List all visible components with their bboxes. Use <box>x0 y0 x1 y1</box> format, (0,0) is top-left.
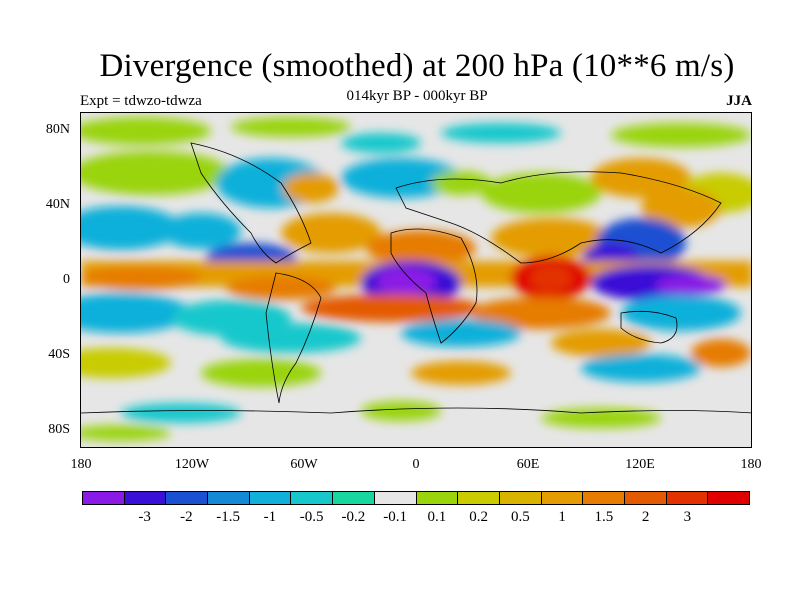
coastlines <box>81 142 751 414</box>
anomaly-field <box>81 117 751 441</box>
colorbar-label: -1.5 <box>216 509 240 525</box>
colorbar-swatch <box>208 492 250 504</box>
colorbar-label: 0.5 <box>511 509 530 525</box>
colorbar-label: -0.1 <box>383 509 407 525</box>
colorbar-swatch <box>166 492 209 504</box>
colorbar-swatch <box>458 492 500 504</box>
colorbar-label: 0.2 <box>469 509 488 525</box>
colorbar-swatch <box>708 492 749 504</box>
colorbar-swatch <box>333 492 375 504</box>
experiment-label: Expt = tdwzo-tdwza <box>80 93 202 109</box>
lat-label-0: 0 <box>63 272 70 287</box>
plot-subtitle: 014kyr BP - 000kyr BP <box>346 88 488 104</box>
colorbar-label: -1 <box>263 509 277 525</box>
colorbar-label: 1.5 <box>594 509 614 525</box>
colorbar-swatch <box>291 492 334 504</box>
lat-label-80s: 80S <box>48 422 70 437</box>
colorbar-label: 1 <box>558 509 566 525</box>
lon-label-180w: 180 <box>70 457 92 472</box>
colorbar-label: 0.1 <box>427 509 447 525</box>
lon-label-60w: 60W <box>290 457 318 472</box>
colorbar-swatch <box>541 492 584 504</box>
lon-label-120e: 120E <box>625 457 655 472</box>
colorbar-swatch <box>416 492 459 504</box>
colorbar <box>82 491 750 505</box>
colorbar-label: 3 <box>683 509 692 525</box>
season-label: JJA <box>726 93 752 109</box>
colorbar-label: 2 <box>641 509 650 525</box>
colorbar-swatch <box>666 492 709 504</box>
colorbar-swatch <box>124 492 167 504</box>
lat-label-40n: 40N <box>45 197 70 212</box>
lon-label-120w: 120W <box>174 457 210 472</box>
lat-label-40s: 40S <box>48 347 70 362</box>
colorbar-label: -2 <box>180 509 193 525</box>
colorbar-label: -0.5 <box>299 509 324 525</box>
plot-title: Divergence (smoothed) at 200 hPa (10**6 … <box>99 48 735 84</box>
colorbar-swatch <box>499 492 542 504</box>
lon-label-0: 0 <box>412 457 420 472</box>
colorbar-swatch <box>624 492 667 504</box>
map-field <box>81 113 751 447</box>
lat-label-80n: 80N <box>45 122 70 137</box>
lon-label-180e: 180 <box>740 457 762 472</box>
colorbar-swatch <box>83 492 125 504</box>
colorbar-swatch <box>583 492 625 504</box>
colorbar-swatch <box>374 492 417 504</box>
colorbar-swatch <box>249 492 292 504</box>
colorbar-label: -0.2 <box>341 509 366 525</box>
lon-label-60e: 60E <box>516 457 540 472</box>
colorbar-label: -3 <box>138 509 151 525</box>
divergence-map <box>80 112 752 448</box>
